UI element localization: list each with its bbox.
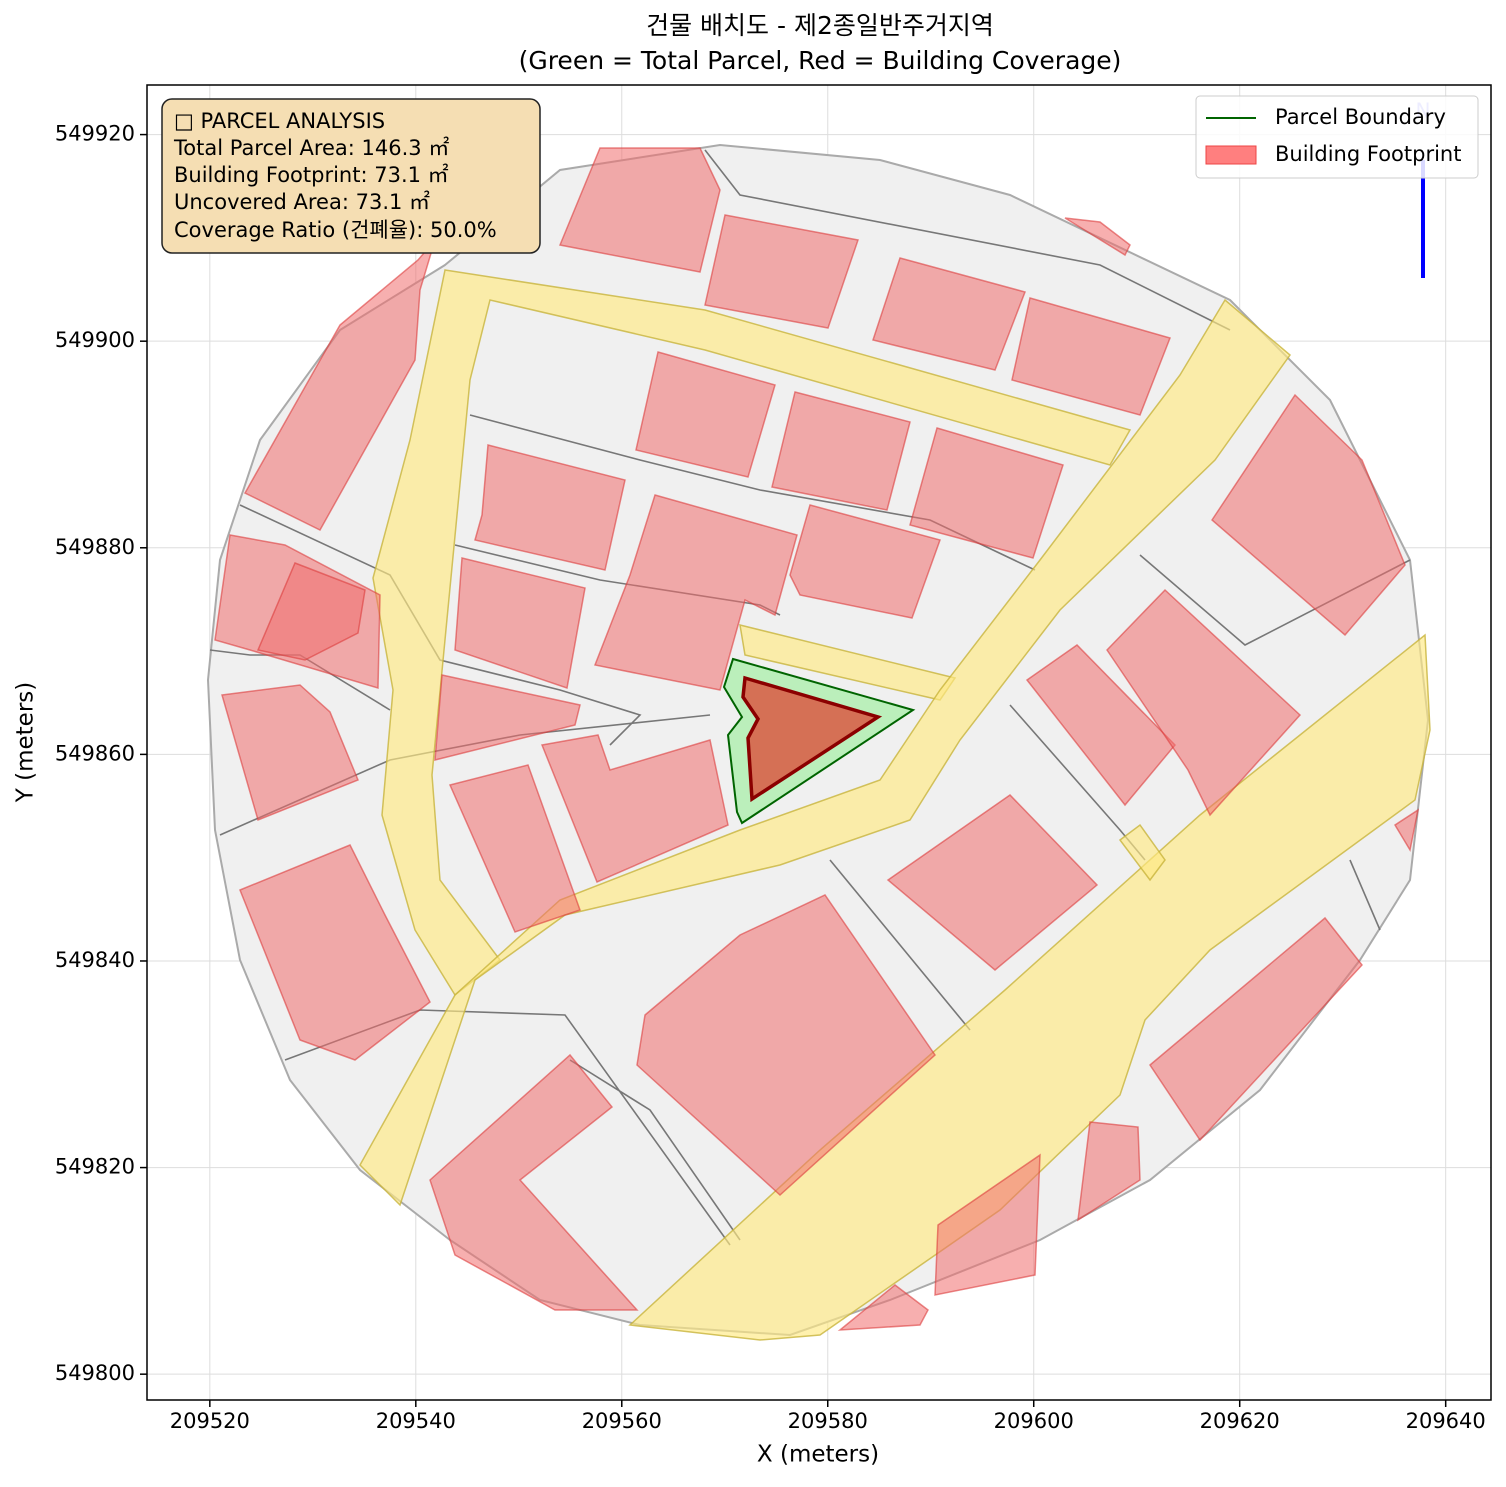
lot-line [1349,859,1381,931]
building [448,764,581,933]
x-tick-label: 209520 [170,1409,250,1433]
x-tick-label: 209580 [788,1409,868,1433]
y-tick-label: 549840 [55,948,135,972]
y-axis-label: Y (meters) [13,682,39,803]
building [1149,916,1363,1142]
x-tick-label: 209540 [376,1409,456,1433]
legend-label: Building Footprint [1275,142,1461,166]
ticks: 209520 209540 209560 209580 209600 209620 2096… [55,122,1486,1433]
building-footprint [741,675,883,803]
building [1077,1121,1141,1222]
building [886,794,1099,971]
building [593,494,798,691]
legend-box [1195,95,1479,179]
lot-line [829,859,971,1031]
info-line: Building Footprint: 73.1 ㎡ [174,163,449,187]
road [628,633,1431,1341]
road [1118,823,1166,882]
lot-line [569,1059,741,1241]
building [789,504,941,619]
info-box-bg [161,98,541,254]
x-tick-label: 209560 [582,1409,662,1433]
info-line: Total Parcel Area: 146.3 ㎡ [173,136,449,160]
legend-label: Parcel Boundary [1275,105,1446,129]
lot-line [239,504,642,746]
x-tick-label: 209600 [994,1409,1074,1433]
building [934,1153,1041,1296]
y-tick-label: 549860 [55,741,135,765]
building [771,391,911,511]
building [429,1053,639,1311]
building [1393,808,1420,853]
building [909,427,1064,559]
building [1211,393,1406,637]
building [1106,588,1302,817]
x-axis-label: X (meters) [757,1442,879,1468]
plot-frame [146,84,1492,1401]
chart-subtitle: (Green = Total Parcel, Red = Building Co… [519,46,1122,75]
chart-title: 건물 배치도 - 제2종일반주거지역 [646,11,994,40]
legend-swatch [1205,145,1257,165]
lot-line [704,149,1231,331]
road [359,298,1292,1207]
building [837,1284,929,1331]
building [636,894,936,1197]
y-tick-label: 549820 [55,1155,135,1179]
building [704,214,859,329]
map-layer: N [206,99,1431,1341]
building [872,257,1026,371]
building [474,444,626,571]
building [256,562,366,661]
building [558,147,721,273]
info-box: □ PARCEL ANALYSIS Total Parcel Area: 146… [161,98,541,254]
building [540,734,729,883]
road [372,269,1132,997]
info-line: Coverage Ratio (건폐율): 50.0% [174,218,497,242]
y-tick-label: 549900 [55,328,135,352]
building [221,684,359,822]
info-line: Uncovered Area: 73.1 ㎡ [174,190,430,214]
building [1011,297,1171,416]
y-tick-label: 549800 [55,1361,135,1385]
building [635,351,776,478]
building [454,557,586,689]
building [1064,217,1131,257]
info-line: □ PARCEL ANALYSIS [174,109,385,133]
y-tick-label: 549920 [55,122,135,146]
x-tick-label: 209640 [1406,1409,1486,1433]
legend: Parcel Boundary Building Footprint [1195,95,1479,179]
building [434,674,581,761]
building [239,844,431,1061]
building [243,239,436,531]
x-tick-label: 209620 [1200,1409,1280,1433]
y-tick-label: 549880 [55,535,135,559]
